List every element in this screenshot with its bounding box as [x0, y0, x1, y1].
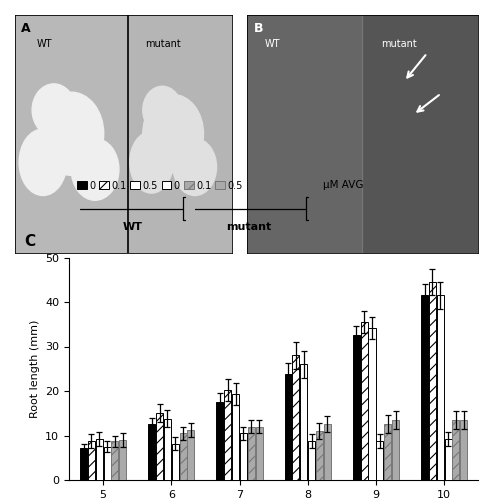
Ellipse shape: [173, 138, 216, 196]
Bar: [216, 402, 223, 480]
Bar: [88, 441, 95, 480]
Bar: [172, 444, 179, 480]
Bar: [164, 418, 171, 480]
Bar: [368, 328, 376, 480]
Bar: [460, 420, 467, 480]
Bar: [179, 434, 187, 480]
Bar: [376, 441, 384, 480]
Bar: [453, 420, 459, 480]
Bar: [246, 15, 362, 252]
Ellipse shape: [32, 84, 75, 136]
Text: mutant: mutant: [145, 39, 181, 49]
Text: WT: WT: [122, 222, 142, 232]
Bar: [255, 426, 263, 480]
Ellipse shape: [143, 86, 182, 134]
Ellipse shape: [130, 132, 173, 193]
Text: A: A: [21, 22, 31, 35]
Bar: [111, 442, 118, 480]
Bar: [392, 420, 399, 480]
Bar: [353, 336, 360, 480]
Ellipse shape: [143, 94, 204, 173]
Bar: [445, 439, 452, 480]
Bar: [240, 434, 247, 480]
Bar: [360, 322, 368, 480]
Text: mutant: mutant: [226, 222, 272, 232]
Ellipse shape: [71, 138, 119, 200]
Bar: [148, 424, 155, 480]
Text: C: C: [24, 234, 35, 248]
Bar: [96, 439, 103, 480]
Bar: [15, 15, 128, 252]
Bar: [324, 424, 331, 480]
Bar: [421, 296, 428, 480]
Text: WT: WT: [265, 39, 281, 49]
Text: WT: WT: [36, 39, 52, 49]
Bar: [437, 296, 444, 480]
Bar: [292, 356, 299, 480]
Bar: [80, 448, 87, 480]
Bar: [429, 282, 436, 480]
Text: B: B: [253, 22, 263, 35]
Text: mutant: mutant: [381, 39, 417, 49]
Legend: 0, 0.1, 0.5, 0, 0.1, 0.5: 0, 0.1, 0.5, 0, 0.1, 0.5: [74, 178, 246, 194]
Y-axis label: Root length (mm): Root length (mm): [30, 320, 39, 418]
Text: μM AVG: μM AVG: [323, 180, 363, 190]
Bar: [232, 394, 239, 480]
Bar: [187, 430, 194, 480]
Bar: [224, 390, 231, 480]
Bar: [104, 446, 110, 480]
Bar: [156, 413, 163, 480]
Ellipse shape: [19, 129, 67, 196]
Bar: [316, 431, 323, 480]
Bar: [384, 424, 391, 480]
Bar: [308, 441, 315, 480]
Bar: [119, 440, 126, 480]
Ellipse shape: [38, 92, 104, 176]
Bar: [128, 15, 232, 252]
Bar: [284, 374, 292, 480]
Bar: [248, 426, 255, 480]
Bar: [300, 364, 307, 480]
